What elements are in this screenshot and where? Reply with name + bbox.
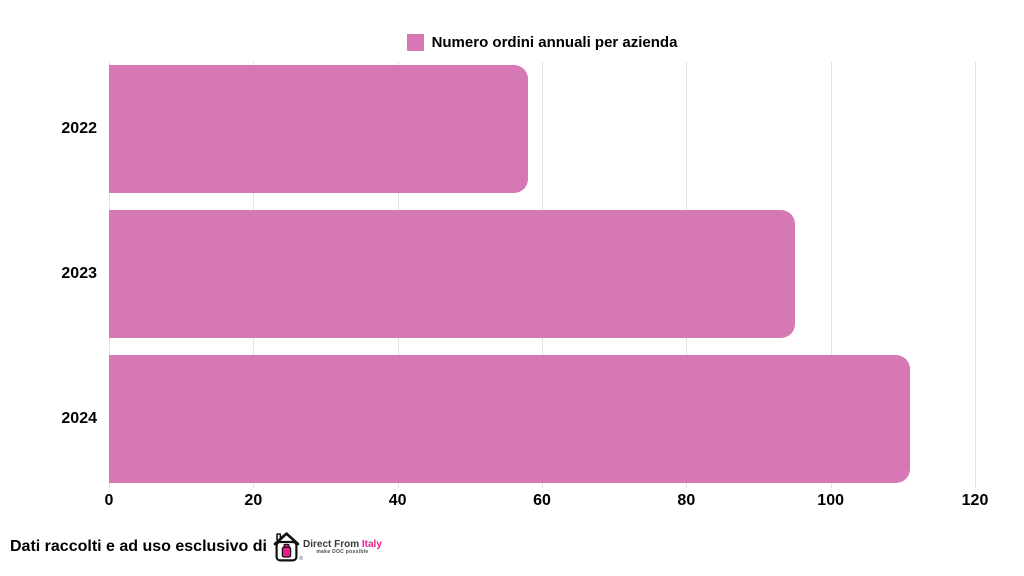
x-tick-60: 60 [533,492,551,509]
x-tick-100: 100 [817,492,845,509]
bar-2024 [109,355,911,483]
legend-swatch [406,34,424,51]
logo-text: Direct From Italy make DOC possible [303,539,382,556]
logo-tagline: make DOC possible [316,548,369,555]
footer: Dati raccolti e ad uso esclusivo di ® Di… [10,528,382,566]
x-tick-80: 80 [677,492,696,509]
y-label-2024: 2024 [61,410,97,427]
brand-logo: ® Direct From Italy make DOC possible [273,531,382,563]
logo-brand-name: Direct From Italy [303,539,382,550]
footer-text: Dati raccolti e ad uso esclusivo di [10,538,267,555]
logo-brand-accent: Italy [361,538,382,550]
bar-2023 [109,210,795,338]
house-bottle-icon: ® [273,531,303,563]
y-label-2023: 2023 [61,265,97,282]
legend: Numero ordini annuali per azienda [109,34,975,51]
y-label-2022: 2022 [61,120,97,137]
gridline-120 [975,62,976,488]
x-tick-40: 40 [388,492,407,509]
x-tick-120: 120 [961,492,989,509]
legend-label: Numero ordini annuali per azienda [431,34,678,51]
x-tick-20: 20 [244,492,263,509]
x-tick-0: 0 [104,492,114,509]
plot-area [109,62,976,490]
gridline-100 [830,62,832,488]
registered-mark: ® [299,556,303,562]
bar-2022 [109,65,528,193]
logo-brand-dark: Direct From [302,538,362,550]
